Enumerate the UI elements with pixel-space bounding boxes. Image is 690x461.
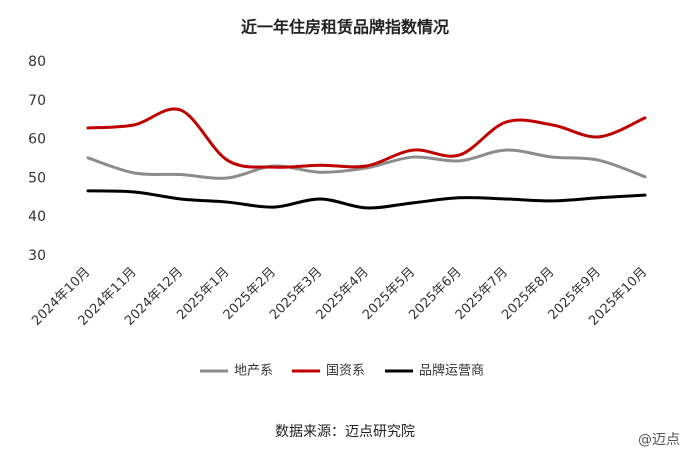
line-series	[86, 189, 647, 210]
legend-label: 国资系	[326, 364, 365, 379]
y-tick-label: 30	[28, 248, 46, 264]
corner-note: @迈点	[638, 432, 680, 448]
legend-label: 品牌运营商	[419, 363, 484, 379]
y-tick-label: 40	[28, 209, 46, 225]
source-note: 数据来源：迈点研究院	[275, 424, 415, 440]
y-tick-label: 80	[28, 54, 46, 70]
y-tick-label: 60	[28, 132, 46, 148]
y-tick-label: 70	[28, 93, 46, 109]
y-tick-label: 50	[28, 170, 46, 186]
line-series	[86, 148, 647, 180]
chart-title: 近一年住房租赁品牌指数情况	[241, 18, 449, 37]
legend-label: 地产系	[234, 364, 273, 379]
line-series	[86, 107, 647, 169]
